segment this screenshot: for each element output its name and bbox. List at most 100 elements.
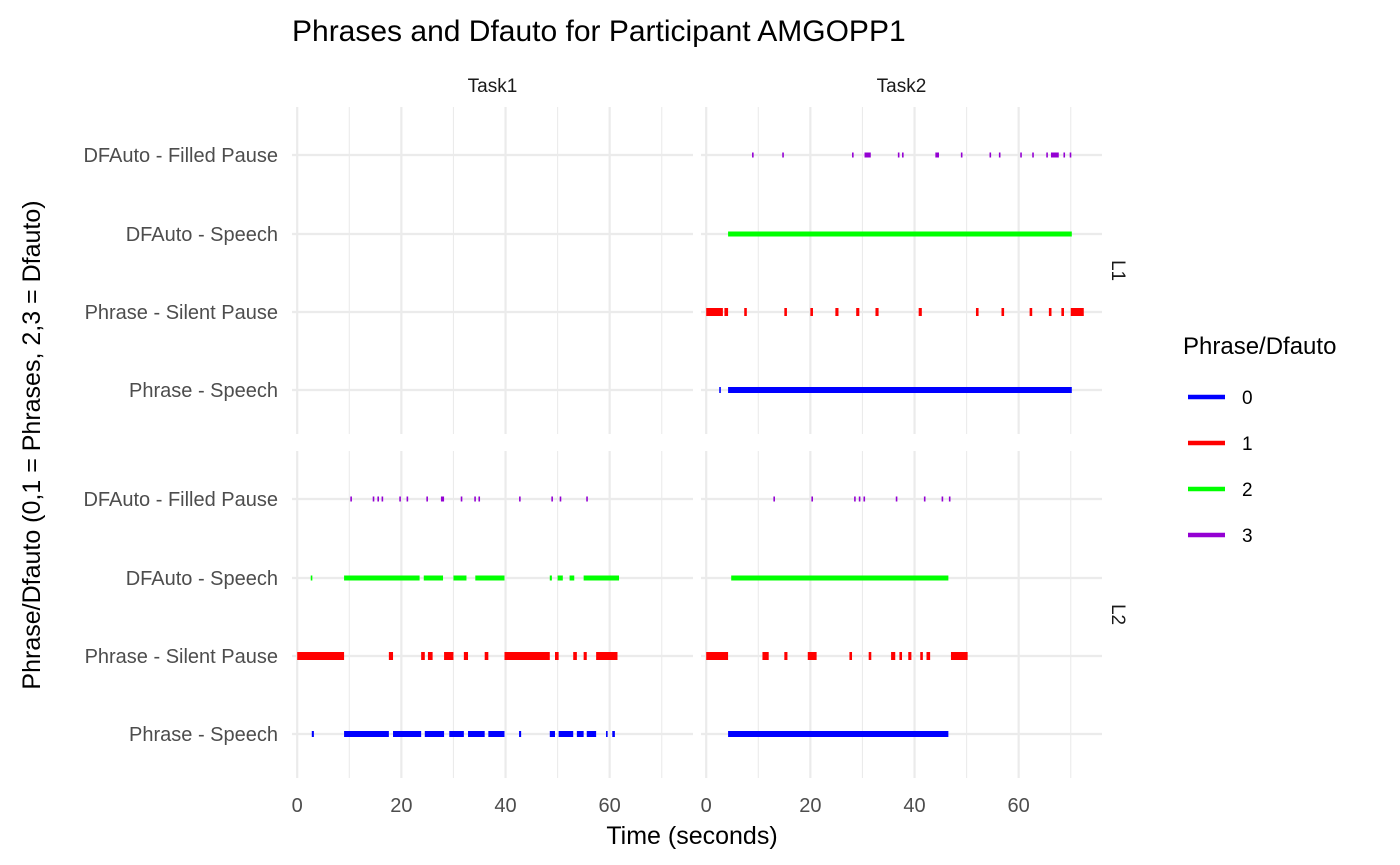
timeline-segment — [453, 575, 467, 581]
timeline-segment — [388, 652, 394, 660]
timeline-segment — [975, 308, 979, 316]
timeline-segment — [923, 496, 926, 502]
x-tick-label: 60 — [599, 795, 621, 817]
y-tick-label: Phrase - Speech — [129, 380, 278, 402]
timeline-segment — [504, 652, 550, 660]
timeline-segment — [744, 308, 747, 316]
timeline-segment — [773, 496, 775, 502]
timeline-segment — [393, 731, 422, 737]
timeline-segment — [891, 652, 896, 660]
timeline-segment — [440, 496, 445, 502]
timeline-segment — [810, 308, 813, 316]
timeline-segment — [426, 496, 428, 502]
timeline-segment — [475, 575, 505, 581]
y-tick-label: DFAuto - Filled Pause — [83, 145, 278, 167]
timeline-segment — [406, 496, 409, 502]
legend-item-label: 2 — [1242, 480, 1253, 501]
timeline-segment — [1063, 152, 1066, 158]
timeline-segment — [1020, 152, 1022, 158]
timeline-segment — [856, 308, 860, 316]
x-tick-label: 60 — [1008, 795, 1030, 817]
timeline-segment — [728, 387, 1072, 393]
legend-item-label: 3 — [1242, 526, 1253, 547]
timeline-segment — [719, 387, 721, 393]
timeline-segment — [1050, 152, 1059, 158]
timeline-segment — [554, 652, 559, 660]
x-tick-label: 20 — [390, 795, 412, 817]
timeline-segment — [449, 731, 464, 737]
timeline-segment — [902, 152, 904, 158]
timeline-segment — [1061, 308, 1064, 316]
facet-panel — [292, 107, 693, 434]
timeline-segment — [706, 308, 723, 316]
timeline-segment — [835, 308, 839, 316]
timeline-segment — [468, 731, 485, 737]
timeline-segment — [899, 652, 903, 660]
timeline-segment — [782, 152, 784, 158]
timeline-segment — [864, 152, 871, 158]
timeline-segment — [908, 652, 912, 660]
x-axis-title: Time (seconds) — [606, 822, 777, 850]
x-tick-label: 0 — [292, 795, 303, 817]
x-tick-label: 40 — [903, 795, 925, 817]
timeline-segment — [427, 652, 433, 660]
timeline-segment — [920, 652, 923, 660]
timeline-segment — [1069, 152, 1072, 158]
timeline-segment — [558, 731, 574, 737]
y-tick-label: Phrase - Speech — [129, 724, 278, 746]
legend-item-label: 0 — [1242, 388, 1253, 409]
timeline-segment — [488, 731, 505, 737]
facet-strip-label: Task2 — [877, 76, 927, 97]
timeline-segment — [935, 152, 939, 158]
timeline-segment — [854, 496, 856, 502]
timeline-segment — [549, 731, 555, 737]
timeline-segment — [875, 308, 879, 316]
timeline-segment — [728, 231, 1072, 237]
timeline-segment — [706, 652, 729, 660]
timeline-segment — [868, 652, 872, 660]
timeline-segment — [583, 652, 587, 660]
timeline-segment — [852, 152, 854, 158]
timeline-segment — [350, 496, 352, 502]
timeline-segment — [586, 496, 588, 502]
chart-title: Phrases and Dfauto for Participant AMGOP… — [292, 15, 906, 48]
y-tick-label: DFAuto - Speech — [126, 568, 278, 590]
timeline-segment — [784, 652, 788, 660]
timeline-segment — [858, 496, 861, 502]
timeline-segment — [478, 496, 481, 502]
y-tick-label: Phrase - Silent Pause — [85, 646, 278, 668]
timeline-segment — [344, 575, 420, 581]
legend-title: Phrase/Dfauto — [1183, 333, 1336, 360]
timeline-segment — [474, 496, 476, 502]
timeline-segment — [849, 652, 853, 660]
facet-strip-label: L1 — [1107, 260, 1128, 281]
timeline-segment — [989, 152, 992, 158]
timeline-segment — [559, 496, 562, 502]
timeline-segment — [573, 652, 577, 660]
timeline-segment — [1048, 308, 1052, 316]
timeline-segment — [372, 496, 375, 502]
timeline-segment — [926, 652, 931, 660]
timeline-segment — [1001, 308, 1005, 316]
facet-strip-label: L2 — [1107, 604, 1128, 625]
timeline-segment — [463, 652, 469, 660]
x-tick-label: 40 — [494, 795, 516, 817]
timeline-segment — [519, 496, 521, 502]
timeline-segment — [551, 496, 553, 502]
timeline-segment — [784, 308, 787, 316]
x-tick-label: 20 — [799, 795, 821, 817]
timeline-segment — [752, 152, 754, 158]
timeline-segment — [424, 731, 445, 737]
y-tick-label: DFAuto - Speech — [126, 224, 278, 246]
timeline-segment — [381, 496, 384, 502]
timeline-segment — [297, 652, 345, 660]
timeline-segment — [311, 731, 314, 737]
timeline-segment — [807, 652, 817, 660]
timeline-segment — [895, 496, 898, 502]
timeline-segment — [484, 652, 489, 660]
facet-panel — [701, 451, 1102, 778]
facet-panel — [701, 107, 1102, 434]
timeline-segment — [728, 731, 949, 737]
timeline-segment — [731, 575, 949, 581]
timeline-segment — [948, 496, 951, 502]
